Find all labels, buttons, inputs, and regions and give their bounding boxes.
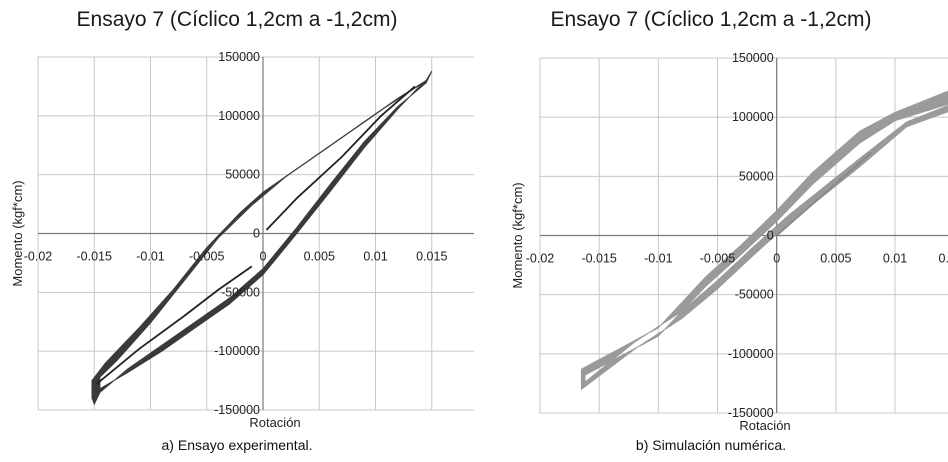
x-tick-label: 0.015 xyxy=(416,250,447,264)
chart-panel-b: Ensayo 7 (Cíclico 1,2cm a -1,2cm) -0.02-… xyxy=(474,0,948,462)
y-tick-label: 0 xyxy=(767,229,774,243)
x-tick-label: -0.02 xyxy=(24,250,53,264)
x-tick-label: 0.005 xyxy=(304,250,335,264)
chart-a-plot: -0.02-0.015-0.01-0.00500.0050.010.0150.0… xyxy=(10,50,474,430)
x-tick-label: -0.015 xyxy=(581,252,616,266)
y-tick-label: 50000 xyxy=(739,169,774,183)
y-axis-title: Momento (kgf*cm) xyxy=(510,182,525,288)
x-tick-label: -0.01 xyxy=(136,250,165,264)
series-line xyxy=(265,85,416,231)
y-tick-label: 100000 xyxy=(732,110,774,124)
x-tick-label: 0.01 xyxy=(363,250,387,264)
chart-b-plot: -0.02 -0.015 -0.01 -0.005 0 0.005 0.01 0.015 -15… xyxy=(510,51,948,433)
series-hysteresis-band xyxy=(91,70,433,406)
y-tick-label: 100000 xyxy=(218,109,260,123)
y-tick-label: -100000 xyxy=(728,347,774,361)
x-tick-label: 0.01 xyxy=(883,252,907,266)
y-tick-label: -150000 xyxy=(728,406,774,420)
x-tick-label: -0.01 xyxy=(644,252,673,266)
x-tick-label: 0 xyxy=(773,252,780,266)
series-hysteresis-band xyxy=(580,90,948,391)
x-tick-label: -0.005 xyxy=(189,250,224,264)
y-tick-label: -50000 xyxy=(221,285,260,299)
x-tick-label: 0.005 xyxy=(820,252,851,266)
y-tick-label: 50000 xyxy=(225,168,260,182)
y-tick-label: 0 xyxy=(253,227,260,241)
series-line xyxy=(95,265,253,385)
series-line xyxy=(776,152,872,237)
y-tick-label: 150000 xyxy=(732,51,774,65)
chart-title-b: Ensayo 7 (Cíclico 1,2cm a -1,2cm) xyxy=(550,8,872,31)
x-axis-title: Rotación xyxy=(249,415,300,430)
x-axis-title: Rotación xyxy=(739,418,790,433)
x-tick-label: 0.015 xyxy=(939,252,948,266)
y-axis-title: Momento (kgf*cm) xyxy=(10,180,25,286)
y-tick-label: -150000 xyxy=(214,403,260,417)
x-tick-label: -0.015 xyxy=(77,250,112,264)
chart-caption-b: b) Simulación numérica. xyxy=(635,437,787,453)
x-tick-label: -0.005 xyxy=(700,252,735,266)
y-tick-label: -100000 xyxy=(214,344,260,358)
y-tick-label: -50000 xyxy=(735,288,774,302)
chart-caption-a: a) Ensayo experimental. xyxy=(161,437,313,453)
x-tick-label: -0.02 xyxy=(526,252,555,266)
y-tick-label: 150000 xyxy=(218,50,260,64)
x-tick-label: 0 xyxy=(260,250,267,264)
chart-panel-a: Ensayo 7 (Cíclico 1,2cm a -1,2cm) -0.02 -… xyxy=(10,8,474,453)
chart-title-a: Ensayo 7 (Cíclico 1,2cm a -1,2cm) xyxy=(76,8,398,31)
